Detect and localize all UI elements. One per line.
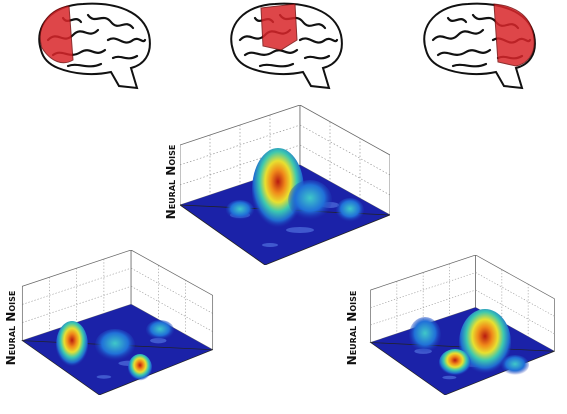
surface-plot (21, 250, 214, 395)
brain (38, 2, 151, 90)
brain (230, 2, 343, 90)
brain (423, 2, 536, 90)
axis-label: Neural Noise (345, 291, 359, 366)
axis-label: Neural Noise (164, 145, 178, 220)
surface-plot (180, 105, 390, 265)
axis-label: Neural Noise (4, 291, 18, 366)
surface-plot (370, 255, 555, 395)
